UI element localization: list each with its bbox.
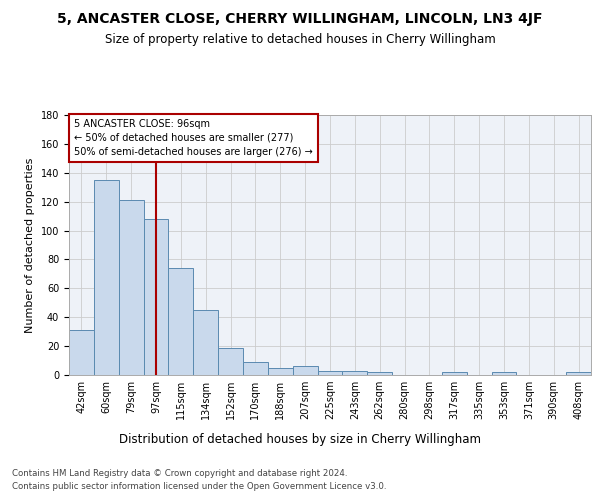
Bar <box>243 362 268 375</box>
Bar <box>218 348 243 375</box>
Y-axis label: Number of detached properties: Number of detached properties <box>25 158 35 332</box>
Bar <box>566 372 591 375</box>
Bar <box>193 310 218 375</box>
Text: Contains HM Land Registry data © Crown copyright and database right 2024.: Contains HM Land Registry data © Crown c… <box>12 469 347 478</box>
Text: Contains public sector information licensed under the Open Government Licence v3: Contains public sector information licen… <box>12 482 386 491</box>
Text: 5 ANCASTER CLOSE: 96sqm
← 50% of detached houses are smaller (277)
50% of semi-d: 5 ANCASTER CLOSE: 96sqm ← 50% of detache… <box>74 119 313 157</box>
Bar <box>268 368 293 375</box>
Bar <box>69 330 94 375</box>
Bar <box>367 372 392 375</box>
Bar <box>317 370 343 375</box>
Bar <box>143 219 169 375</box>
Text: Distribution of detached houses by size in Cherry Willingham: Distribution of detached houses by size … <box>119 432 481 446</box>
Bar <box>293 366 317 375</box>
Text: 5, ANCASTER CLOSE, CHERRY WILLINGHAM, LINCOLN, LN3 4JF: 5, ANCASTER CLOSE, CHERRY WILLINGHAM, LI… <box>57 12 543 26</box>
Bar <box>119 200 143 375</box>
Bar <box>169 268 193 375</box>
Bar <box>94 180 119 375</box>
Text: Size of property relative to detached houses in Cherry Willingham: Size of property relative to detached ho… <box>104 32 496 46</box>
Bar <box>442 372 467 375</box>
Bar <box>491 372 517 375</box>
Bar <box>343 370 367 375</box>
